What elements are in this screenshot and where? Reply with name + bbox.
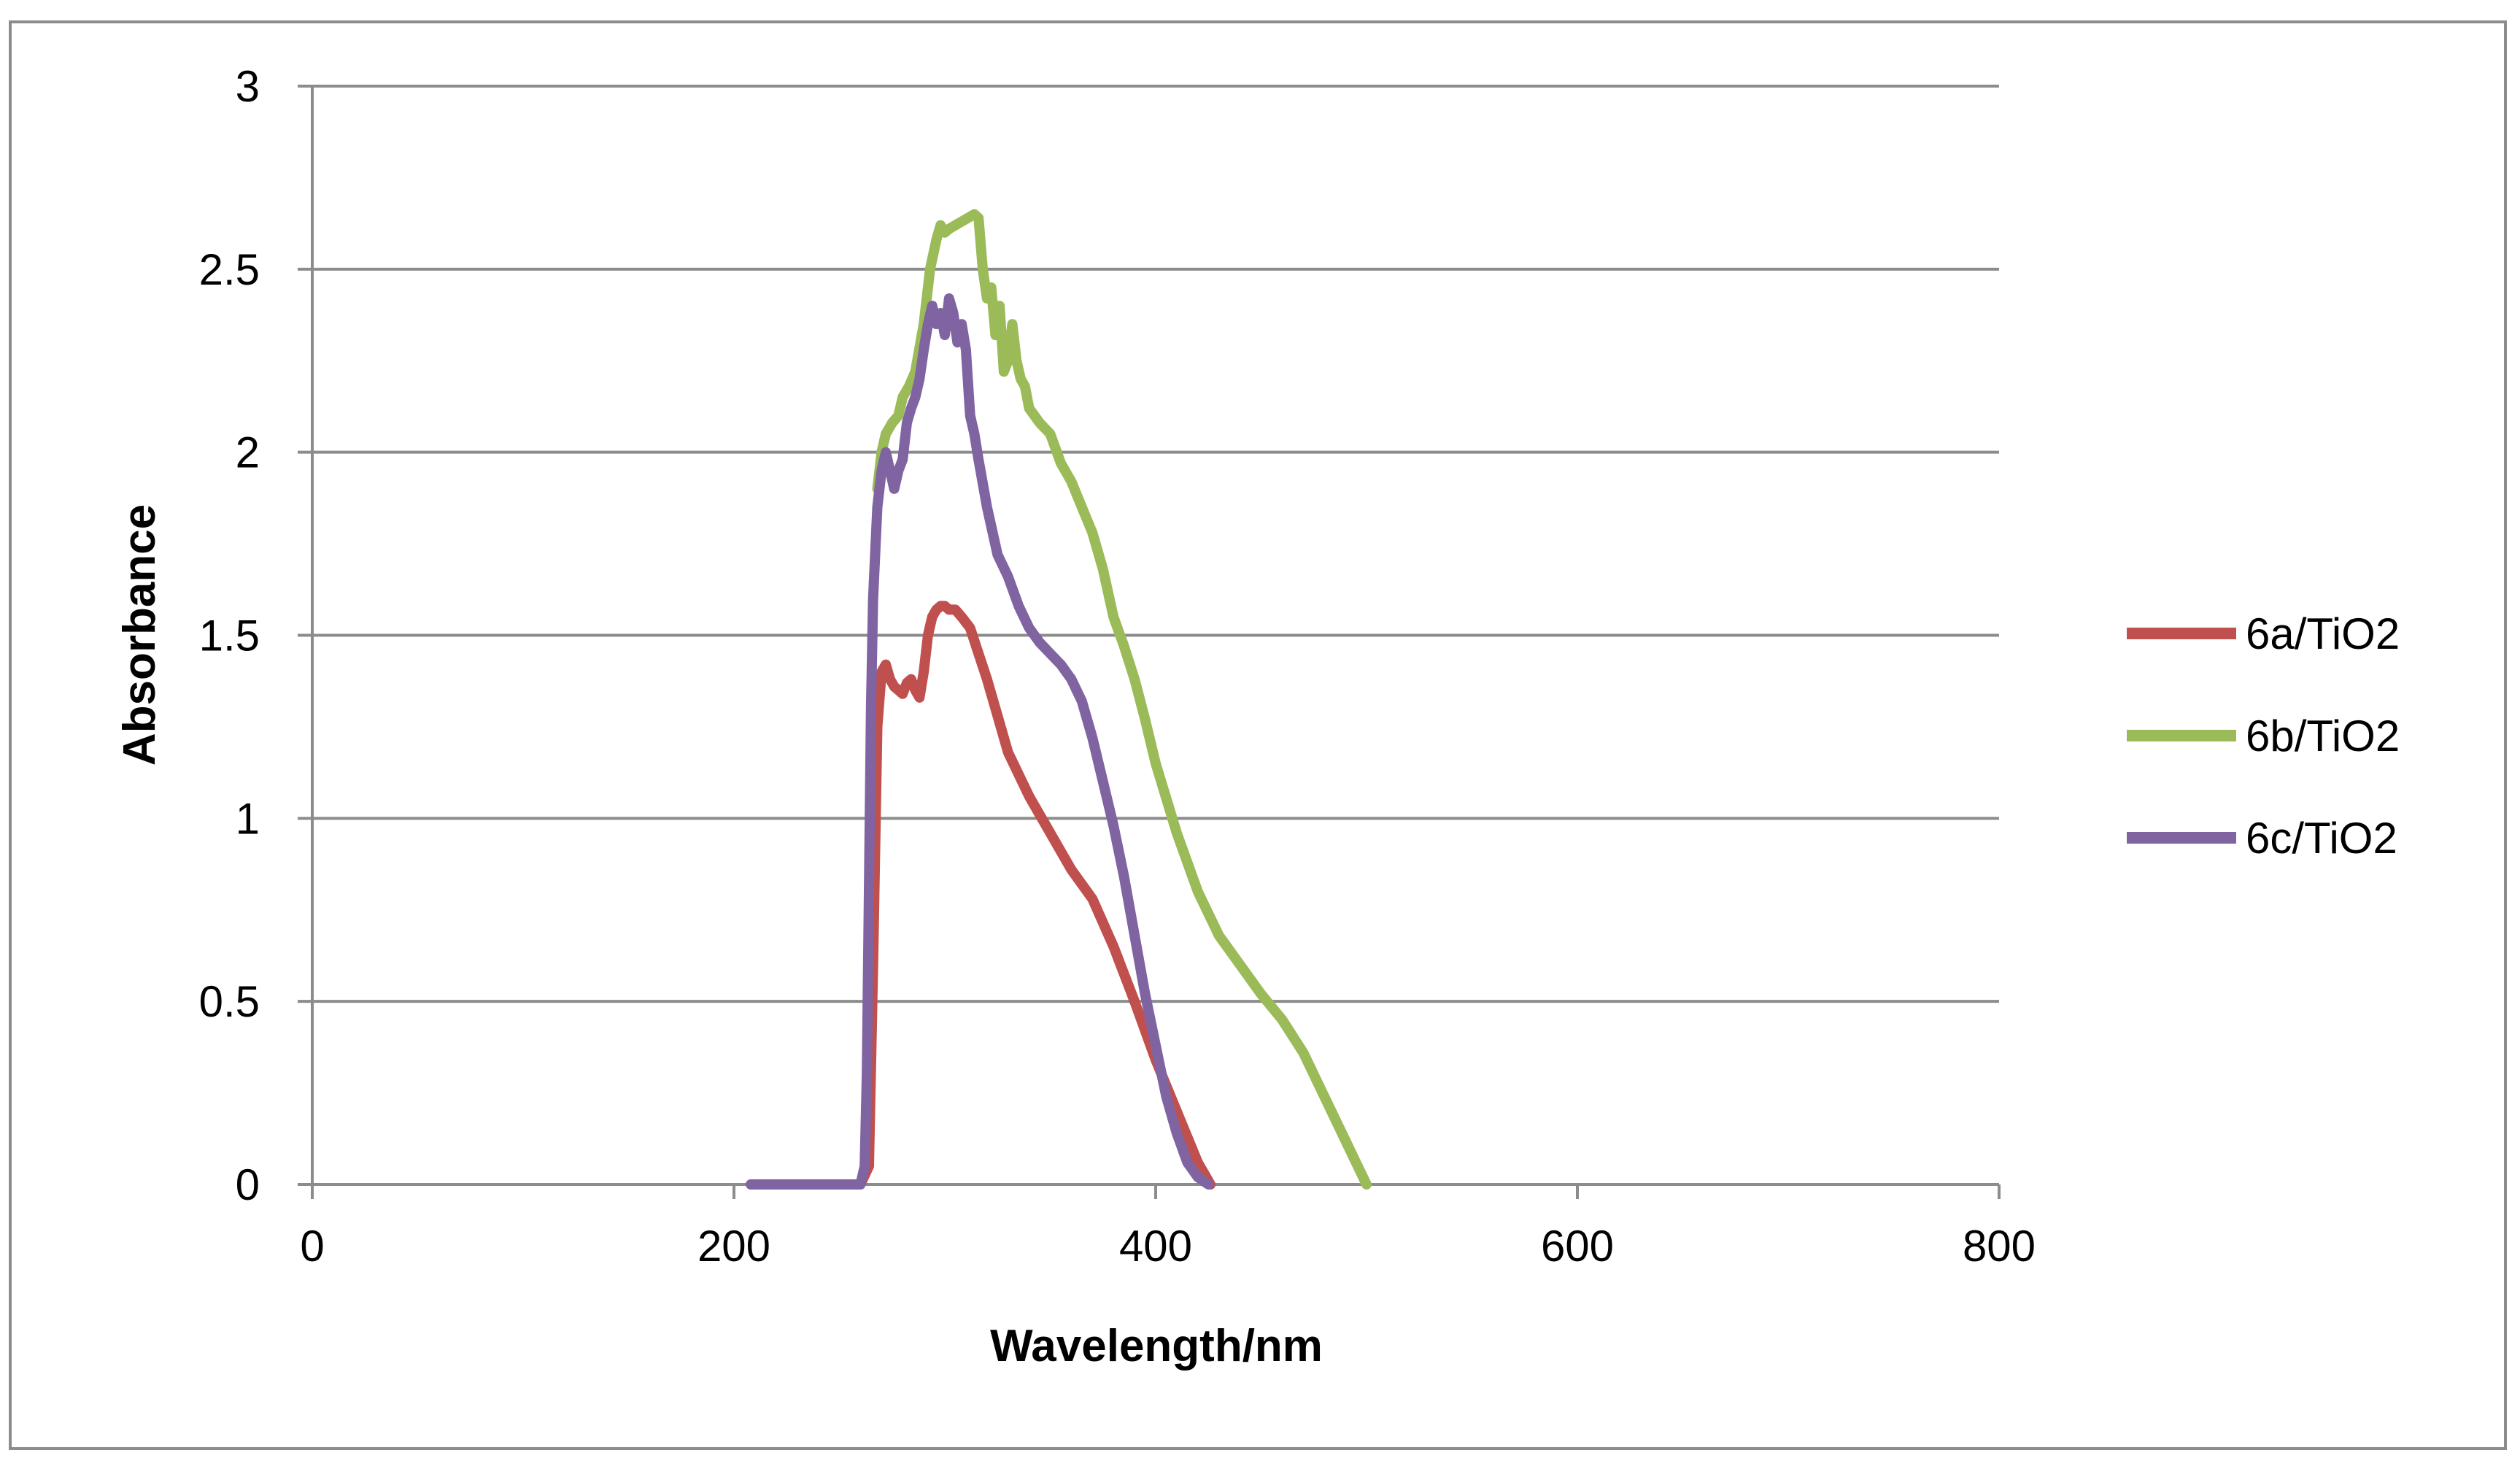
x-tick-label: 0	[300, 1222, 324, 1271]
x-tick-label: 600	[1541, 1222, 1614, 1271]
axes	[298, 85, 2001, 1199]
x-axis-title: Wavelength/nm	[990, 1321, 1323, 1371]
x-tick-label: 200	[697, 1222, 770, 1271]
gridlines	[312, 85, 1999, 1003]
y-tick-label: 1	[236, 794, 260, 843]
x-tick-label: 800	[1963, 1222, 2036, 1271]
legend-label-6c: 6c/TiO2	[2246, 814, 2397, 863]
y-axis-title: Absorbance	[115, 504, 165, 766]
x-tick-labels: 0 200 400 600 800	[300, 1222, 2036, 1271]
y-tick-labels: 0 0.5 1 1.5 2 2.5 3	[199, 62, 260, 1209]
y-tick-label: 0.5	[199, 977, 260, 1026]
chart-border	[9, 20, 2507, 1450]
legend-label-6b: 6b/TiO2	[2246, 712, 2400, 760]
y-tick-label: 0	[236, 1160, 260, 1209]
series-line-6a	[746, 601, 1216, 1190]
y-tick-label: 1.5	[199, 612, 260, 660]
legend: 6a/TiO2 6b/TiO2 6c/TiO2	[2127, 609, 2400, 863]
series-line-6b	[872, 209, 1372, 1190]
y-tick-label: 3	[236, 62, 260, 111]
y-tick-label: 2	[236, 428, 260, 477]
x-tick-label: 400	[1119, 1222, 1192, 1271]
legend-label-6a: 6a/TiO2	[2246, 609, 2400, 658]
series-lines	[746, 209, 1372, 1190]
series-line-6c	[746, 293, 1214, 1190]
y-tick-label: 2.5	[199, 245, 260, 294]
